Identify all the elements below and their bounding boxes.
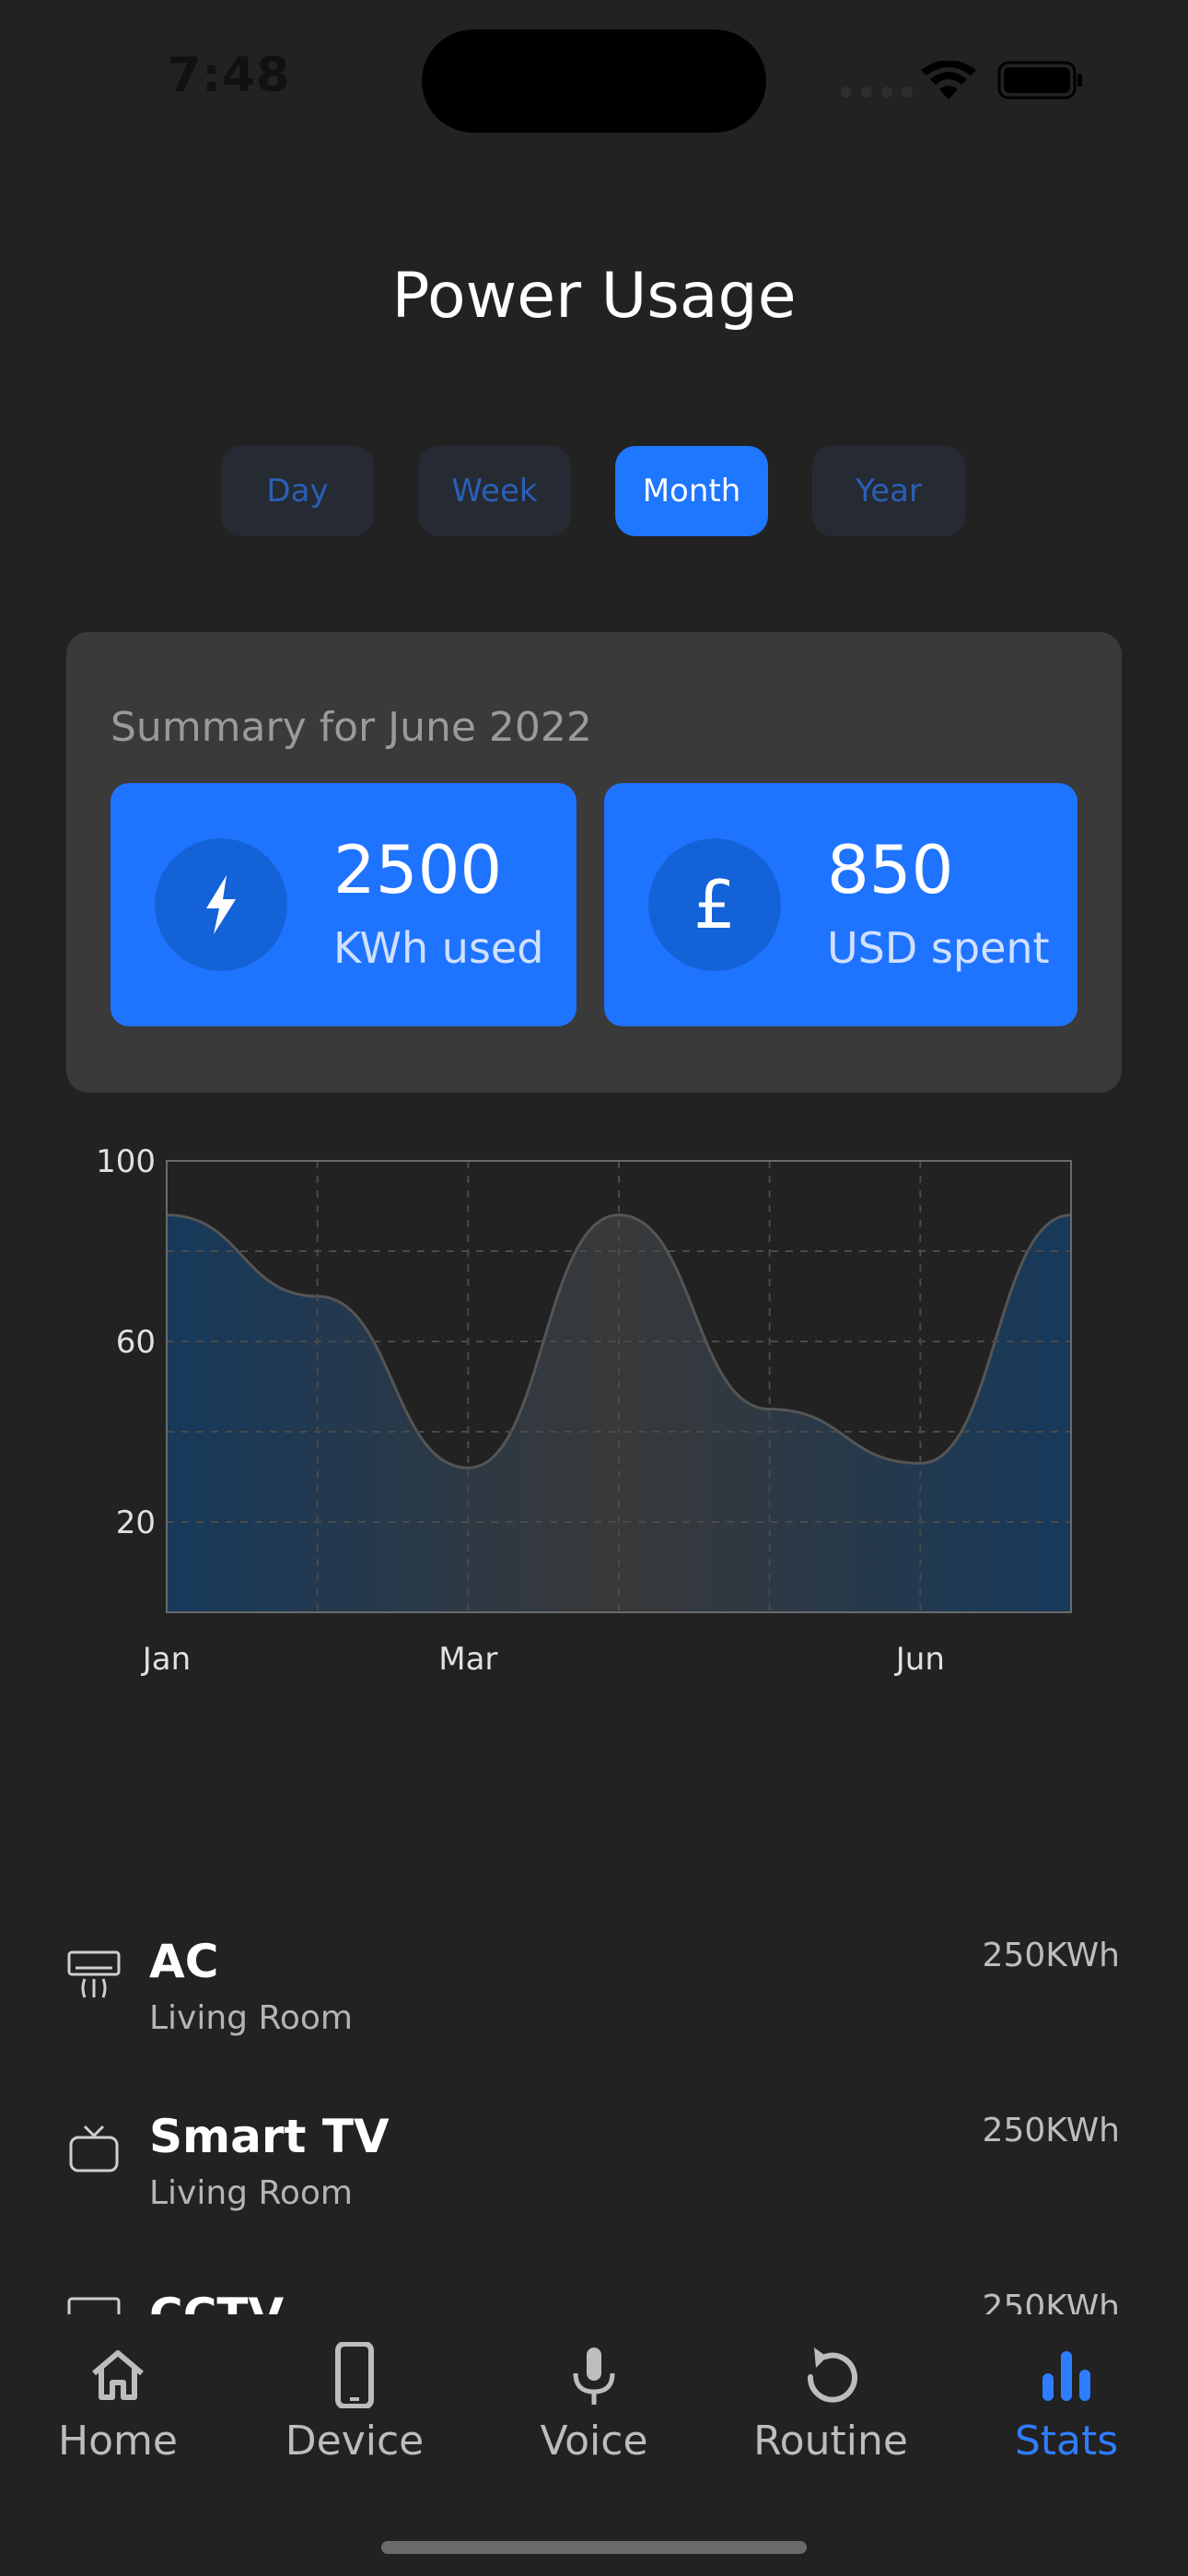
y-tick-label: 100 <box>96 1143 156 1180</box>
bolt-icon <box>155 838 287 971</box>
ac-icon <box>67 1950 121 1998</box>
chart-frame <box>166 1160 1072 1613</box>
usd-label: USD spent <box>827 923 1050 973</box>
nav-label: Stats <box>1014 2418 1119 2465</box>
refresh-icon <box>807 2348 857 2403</box>
usd-spent-card: £ 850 USD spent <box>604 783 1077 1026</box>
nav-label: Home <box>58 2418 178 2465</box>
home-indicator <box>381 2541 807 2554</box>
home-icon <box>92 2350 144 2400</box>
tab-week[interactable]: Week <box>418 446 571 536</box>
phone-icon <box>335 2342 374 2408</box>
device-usage: 250KWh <box>982 1937 1120 1974</box>
x-tick-label: Mar <box>438 1641 497 1678</box>
usd-value: 850 <box>827 831 954 908</box>
wifi-icon <box>921 61 976 100</box>
power-usage-chart: 100 60 20 Jan Mar Jun <box>96 1143 1072 1678</box>
status-bar: 7:48 <box>0 0 1188 157</box>
y-tick-label: 20 <box>116 1505 156 1541</box>
device-name: Smart TV <box>149 2110 390 2163</box>
nav-stats[interactable]: Stats <box>974 2342 1159 2465</box>
device-item-ac[interactable]: AC Living Room 250KWh <box>0 1933 1188 2080</box>
device-room: Living Room <box>149 1999 353 2037</box>
mic-icon <box>573 2348 615 2405</box>
status-time: 7:48 <box>168 48 291 103</box>
series-line <box>166 1213 1072 1469</box>
tv-icon <box>69 2125 119 2172</box>
period-tabs: Day Week Month Year <box>221 446 965 536</box>
page-title: Power Usage <box>391 260 797 333</box>
nav-home[interactable]: Home <box>26 2342 210 2465</box>
tab-year[interactable]: Year <box>812 446 965 536</box>
device-room: Living Room <box>149 2174 353 2212</box>
y-tick-label: 60 <box>116 1324 156 1361</box>
device-name: CCTV <box>149 2289 284 2314</box>
nav-voice[interactable]: Voice <box>502 2342 686 2465</box>
x-tick-label: Jan <box>141 1641 191 1678</box>
device-usage: 250KWh <box>982 2112 1120 2149</box>
summary-card: Summary for June 2022 2500 KWh used £ 85… <box>66 632 1122 1093</box>
cctv-icon <box>67 2297 121 2314</box>
x-tick-label: Jun <box>894 1641 945 1678</box>
tab-day[interactable]: Day <box>221 446 374 536</box>
bottom-nav: Home Device Voice Routine Stats <box>0 2314 1188 2576</box>
nav-device[interactable]: Device <box>262 2342 447 2465</box>
dynamic-island <box>422 29 766 133</box>
nav-label: Routine <box>753 2418 908 2465</box>
kwh-value: 2500 <box>333 831 503 908</box>
summary-title: Summary for June 2022 <box>111 704 592 751</box>
device-item-smart-tv[interactable]: Smart TV Living Room 250KWh <box>0 2108 1188 2255</box>
nav-label: Device <box>285 2418 425 2465</box>
battery-icon <box>997 61 1082 100</box>
bar-chart-icon <box>1042 2351 1090 2401</box>
nav-label: Voice <box>540 2418 648 2465</box>
kwh-label: KWh used <box>333 923 544 973</box>
cellular-signal-icon <box>841 87 913 98</box>
device-name: AC <box>149 1935 219 1988</box>
pound-icon: £ <box>648 838 781 971</box>
device-item-cctv[interactable]: CCTV 250KWh <box>0 2283 1188 2314</box>
kwh-used-card: 2500 KWh used <box>111 783 577 1026</box>
nav-routine[interactable]: Routine <box>739 2342 923 2465</box>
device-usage: 250KWh <box>982 2289 1120 2314</box>
tab-month[interactable]: Month <box>615 446 768 536</box>
